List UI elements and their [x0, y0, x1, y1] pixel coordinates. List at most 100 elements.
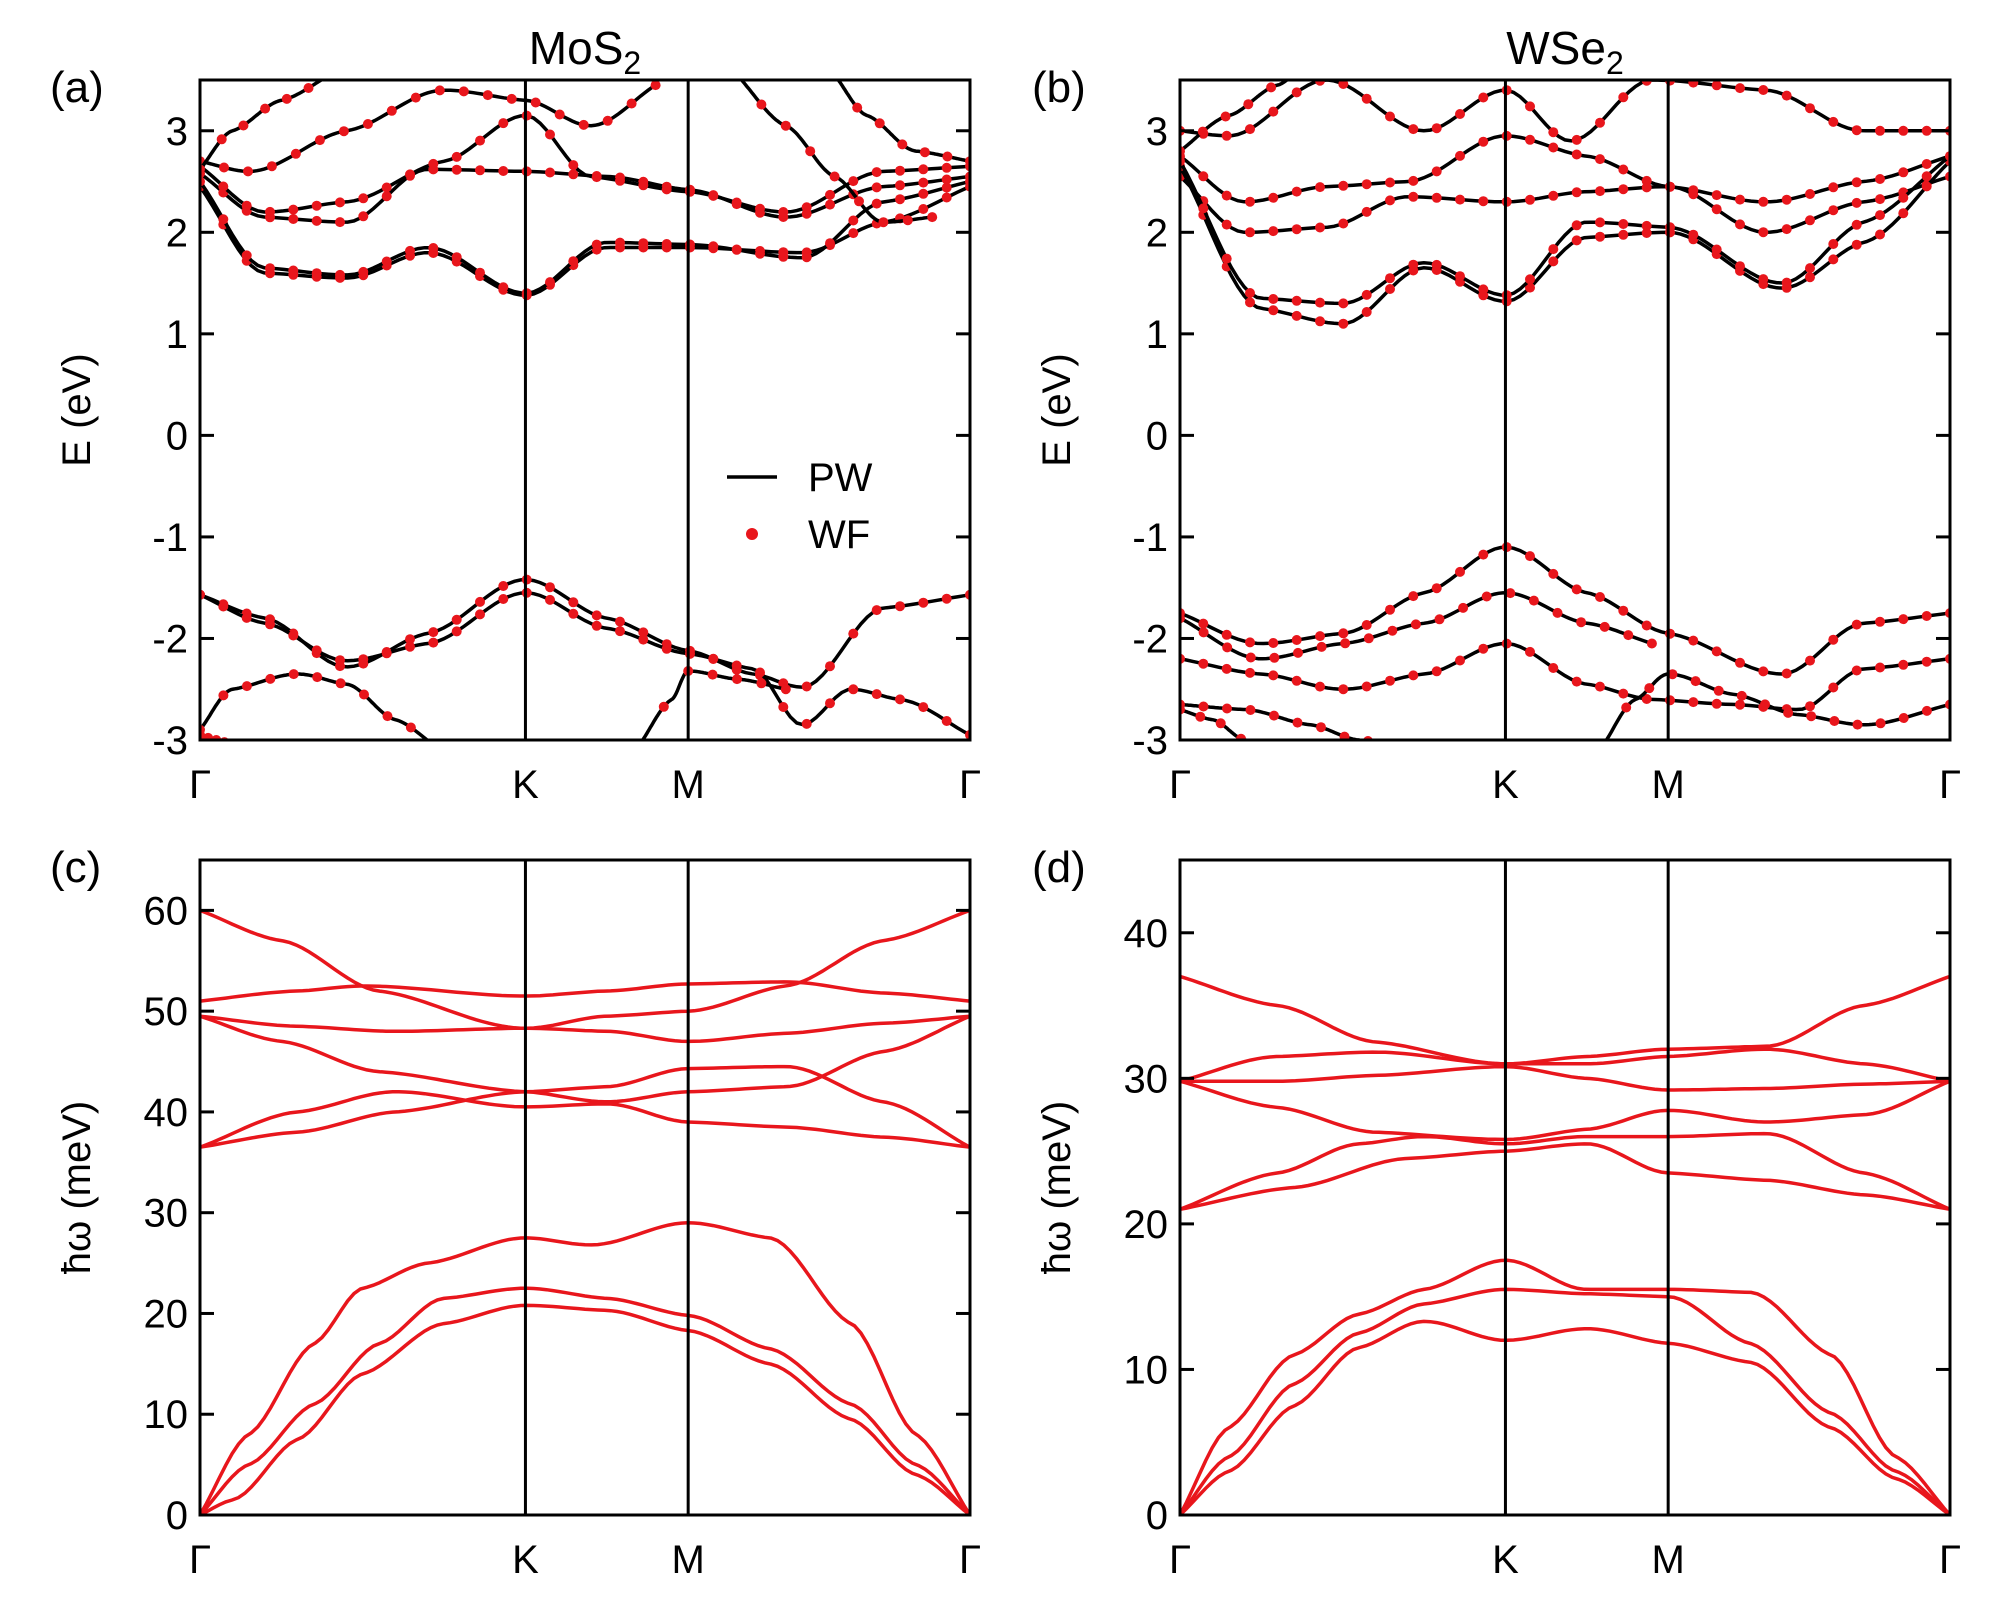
- wf-point: [1385, 177, 1395, 188]
- wf-point: [405, 634, 415, 645]
- wf-point: [1898, 614, 1909, 625]
- xtick-label-Γ: Γ: [1169, 763, 1191, 807]
- wf-point: [1851, 177, 1862, 188]
- series-b-v1: [1180, 545, 1950, 676]
- wf-point: [1455, 150, 1465, 161]
- wf-point: [288, 214, 299, 224]
- xtick-label-K: K: [512, 1538, 539, 1582]
- wf-point: [545, 582, 555, 593]
- wf-point: [498, 118, 509, 129]
- wf-point: [1851, 239, 1862, 250]
- axes-frame-d: [1178, 858, 1952, 1517]
- wf-point: [848, 215, 859, 226]
- wf-point: [1711, 80, 1722, 91]
- wf-point: [475, 135, 485, 146]
- ytick-label: -3: [1132, 719, 1168, 763]
- wf-point: [288, 204, 299, 215]
- wf-point: [1735, 657, 1745, 668]
- series-c-O4: [200, 1014, 970, 1044]
- wf-point: [1571, 235, 1582, 246]
- wf-point: [732, 70, 742, 80]
- wf-point: [1431, 192, 1442, 203]
- wf-point: [732, 674, 742, 685]
- wf-point: [1215, 718, 1226, 729]
- wf-point: [708, 190, 719, 201]
- wf-point: [1758, 196, 1769, 207]
- panel-label-d: (d): [1032, 843, 1086, 892]
- wf-point: [801, 718, 812, 729]
- wf-point: [1478, 136, 1489, 147]
- wf-point: [708, 653, 719, 664]
- panel-a-mos2-bands: -3 -2 -1 0 1 2 3 Γ K M Γ E (eV) (a) MoS2 PW WF: [50, 22, 981, 807]
- wf-point: [1828, 682, 1839, 693]
- wf-point: [825, 238, 835, 249]
- wf-point: [265, 619, 275, 630]
- wf-point: [1198, 658, 1209, 669]
- panel-title-a: MoS2: [529, 22, 641, 81]
- wf-point: [1595, 186, 1605, 197]
- panel-label-c: (c): [50, 843, 101, 892]
- wf-point: [1455, 655, 1465, 666]
- axes-frame-a: [198, 78, 972, 742]
- wf-point: [1408, 259, 1419, 270]
- xtick-label-Γ: Γ: [959, 763, 981, 807]
- wf-point: [451, 164, 462, 175]
- wf-point: [878, 217, 889, 228]
- wf-point: [1735, 83, 1745, 94]
- wf-point: [1245, 667, 1255, 678]
- wf-point: [1525, 646, 1535, 657]
- wf-point: [382, 711, 393, 722]
- wf-point: [1598, 740, 1608, 750]
- wf-point: [451, 151, 462, 162]
- wf-point: [1688, 185, 1699, 196]
- ytick-label: 20: [144, 1292, 189, 1336]
- wf-point: [290, 148, 301, 159]
- wf-point: [778, 251, 789, 262]
- wf-point: [638, 627, 649, 638]
- series-b-v3: [1180, 641, 1950, 712]
- xtick-label-M: M: [1652, 1538, 1685, 1582]
- wf-point: [1478, 643, 1489, 654]
- wf-point: [615, 616, 625, 627]
- wf-point: [1758, 274, 1769, 285]
- wf-point: [941, 174, 952, 185]
- wf-point: [1315, 316, 1325, 327]
- wf-point: [281, 93, 292, 104]
- xtick-label-Γ: Γ: [1169, 1538, 1191, 1582]
- wf-point: [545, 167, 555, 178]
- wf-point: [1316, 641, 1327, 652]
- wf-point: [918, 188, 929, 199]
- wf-point: [1478, 196, 1489, 207]
- wf-point: [381, 191, 392, 202]
- wf-point: [1245, 227, 1255, 238]
- ytick-label: 0: [1146, 414, 1168, 458]
- wf-point: [874, 118, 885, 129]
- wf-point: [1245, 124, 1255, 135]
- wf-point: [1268, 305, 1279, 316]
- wf-point: [1851, 619, 1862, 630]
- wf-point: [1571, 187, 1582, 198]
- wf-point: [359, 689, 369, 700]
- wf-point: [451, 252, 462, 263]
- wf-point: [1340, 638, 1351, 649]
- wf-point: [1431, 259, 1442, 270]
- wf-point: [1289, 70, 1299, 80]
- wf-point: [1644, 683, 1655, 694]
- wf-point: [1621, 702, 1632, 713]
- wf-point: [1431, 666, 1442, 677]
- series-c-O1: [200, 1064, 970, 1149]
- wf-point: [451, 614, 462, 625]
- ytick-label: -1: [1132, 516, 1168, 560]
- wf-point: [1665, 222, 1675, 233]
- wf-point: [1898, 659, 1909, 670]
- wf-point: [1245, 288, 1255, 298]
- wf-point: [1828, 239, 1839, 249]
- wf-point: [1458, 602, 1469, 613]
- wf-point: [1387, 625, 1398, 636]
- ytick-label: 40: [1124, 912, 1169, 956]
- series-d-O1: [1180, 1142, 1950, 1212]
- ytick-label: 30: [1124, 1057, 1169, 1101]
- panel-c-mos2-phonons: 0 10 20 30 40 50 60 Γ K M Γħω (meV) (c): [50, 843, 981, 1582]
- wf-point: [941, 162, 952, 173]
